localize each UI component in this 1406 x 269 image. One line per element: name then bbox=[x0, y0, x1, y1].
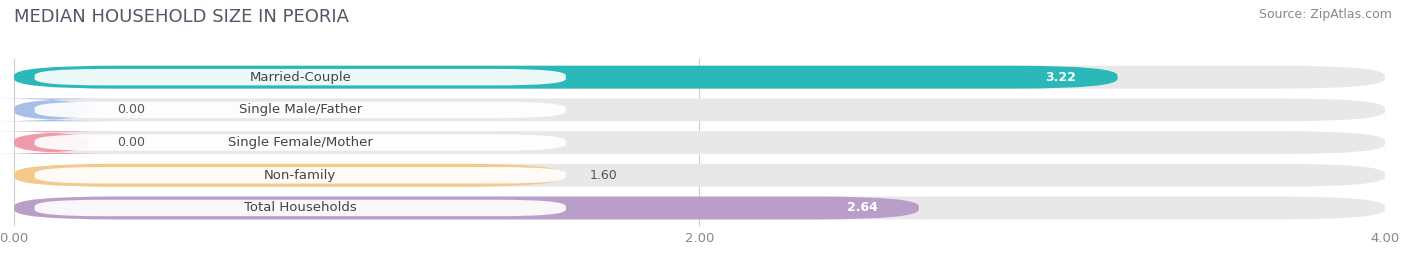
FancyBboxPatch shape bbox=[35, 102, 565, 118]
Text: Single Female/Mother: Single Female/Mother bbox=[228, 136, 373, 149]
FancyBboxPatch shape bbox=[14, 197, 920, 220]
FancyBboxPatch shape bbox=[14, 164, 1385, 187]
Text: Married-Couple: Married-Couple bbox=[249, 71, 352, 84]
Text: 0.00: 0.00 bbox=[117, 103, 145, 116]
FancyBboxPatch shape bbox=[14, 131, 1385, 154]
FancyBboxPatch shape bbox=[35, 134, 565, 151]
FancyBboxPatch shape bbox=[14, 197, 1385, 220]
FancyBboxPatch shape bbox=[14, 98, 1385, 121]
Text: Total Households: Total Households bbox=[243, 201, 357, 214]
Text: 2.64: 2.64 bbox=[846, 201, 877, 214]
Text: Single Male/Father: Single Male/Father bbox=[239, 103, 361, 116]
Text: 3.22: 3.22 bbox=[1046, 71, 1077, 84]
FancyBboxPatch shape bbox=[35, 69, 565, 85]
FancyBboxPatch shape bbox=[14, 66, 1118, 89]
FancyBboxPatch shape bbox=[35, 200, 565, 216]
FancyBboxPatch shape bbox=[14, 66, 1385, 89]
Text: 1.60: 1.60 bbox=[591, 169, 617, 182]
FancyBboxPatch shape bbox=[35, 167, 565, 183]
FancyBboxPatch shape bbox=[0, 98, 117, 121]
Text: MEDIAN HOUSEHOLD SIZE IN PEORIA: MEDIAN HOUSEHOLD SIZE IN PEORIA bbox=[14, 8, 349, 26]
Text: 0.00: 0.00 bbox=[117, 136, 145, 149]
Text: Source: ZipAtlas.com: Source: ZipAtlas.com bbox=[1258, 8, 1392, 21]
FancyBboxPatch shape bbox=[14, 164, 562, 187]
Text: Non-family: Non-family bbox=[264, 169, 336, 182]
FancyBboxPatch shape bbox=[0, 131, 117, 154]
